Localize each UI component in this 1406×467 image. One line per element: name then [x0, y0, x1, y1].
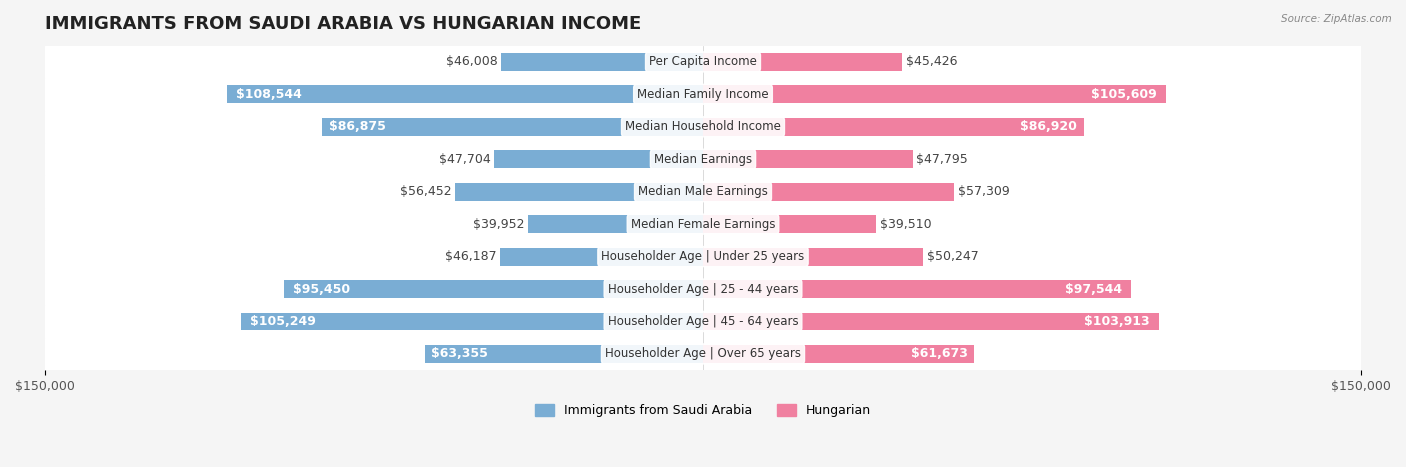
Bar — [703, 150, 912, 168]
Text: Source: ZipAtlas.com: Source: ZipAtlas.com — [1281, 14, 1392, 24]
Bar — [494, 150, 703, 168]
Text: Householder Age | Over 65 years: Householder Age | Over 65 years — [605, 347, 801, 361]
Text: $50,247: $50,247 — [927, 250, 979, 263]
Text: $86,920: $86,920 — [1019, 120, 1077, 133]
Bar — [45, 208, 1361, 241]
Text: $46,187: $46,187 — [446, 250, 498, 263]
Text: Median Family Income: Median Family Income — [637, 88, 769, 101]
Text: $61,673: $61,673 — [911, 347, 969, 361]
Bar — [45, 305, 1361, 338]
Bar — [45, 273, 1361, 305]
Bar — [284, 280, 703, 298]
Legend: Immigrants from Saudi Arabia, Hungarian: Immigrants from Saudi Arabia, Hungarian — [530, 399, 876, 422]
Bar — [45, 241, 1361, 273]
Text: $97,544: $97,544 — [1066, 283, 1122, 296]
Text: $105,249: $105,249 — [250, 315, 316, 328]
Bar — [45, 46, 1361, 78]
Text: Householder Age | 25 - 44 years: Householder Age | 25 - 44 years — [607, 283, 799, 296]
Text: $103,913: $103,913 — [1084, 315, 1150, 328]
Bar — [703, 345, 973, 363]
Bar — [703, 183, 955, 201]
Text: Median Household Income: Median Household Income — [626, 120, 780, 133]
Text: $47,704: $47,704 — [439, 153, 491, 166]
Bar — [703, 53, 903, 71]
Bar — [242, 312, 703, 331]
Text: $63,355: $63,355 — [430, 347, 488, 361]
Bar — [45, 143, 1361, 176]
Bar — [45, 176, 1361, 208]
Text: $56,452: $56,452 — [401, 185, 453, 198]
Text: Householder Age | 45 - 64 years: Householder Age | 45 - 64 years — [607, 315, 799, 328]
Text: $105,609: $105,609 — [1091, 88, 1157, 101]
Bar — [45, 338, 1361, 370]
Bar — [703, 215, 876, 233]
Bar — [425, 345, 703, 363]
Text: $45,426: $45,426 — [905, 56, 957, 68]
Bar — [226, 85, 703, 103]
Text: $108,544: $108,544 — [236, 88, 302, 101]
Text: Per Capita Income: Per Capita Income — [650, 56, 756, 68]
Bar — [45, 111, 1361, 143]
Bar — [322, 118, 703, 136]
Bar — [703, 85, 1167, 103]
Bar — [703, 248, 924, 266]
Bar — [703, 118, 1084, 136]
Text: Median Male Earnings: Median Male Earnings — [638, 185, 768, 198]
Text: $95,450: $95,450 — [292, 283, 350, 296]
Bar — [45, 78, 1361, 111]
Bar — [527, 215, 703, 233]
Text: $39,952: $39,952 — [472, 218, 524, 231]
Bar — [501, 53, 703, 71]
Bar — [703, 312, 1159, 331]
Text: $39,510: $39,510 — [880, 218, 931, 231]
Text: $86,875: $86,875 — [329, 120, 387, 133]
Text: $46,008: $46,008 — [446, 56, 498, 68]
Bar — [703, 280, 1130, 298]
Bar — [501, 248, 703, 266]
Text: $57,309: $57,309 — [957, 185, 1010, 198]
Text: Householder Age | Under 25 years: Householder Age | Under 25 years — [602, 250, 804, 263]
Text: $47,795: $47,795 — [915, 153, 967, 166]
Bar — [456, 183, 703, 201]
Text: IMMIGRANTS FROM SAUDI ARABIA VS HUNGARIAN INCOME: IMMIGRANTS FROM SAUDI ARABIA VS HUNGARIA… — [45, 15, 641, 33]
Text: Median Female Earnings: Median Female Earnings — [631, 218, 775, 231]
Text: Median Earnings: Median Earnings — [654, 153, 752, 166]
